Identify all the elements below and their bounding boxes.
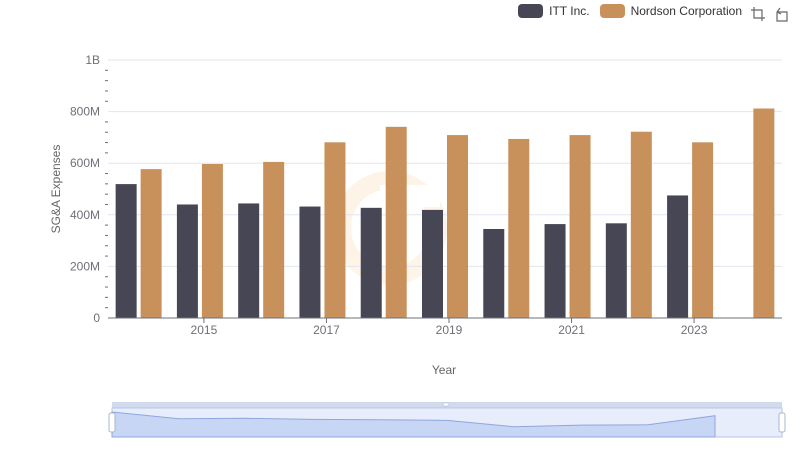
- x-tick-label: 2023: [681, 323, 708, 337]
- bars: [115, 108, 775, 319]
- legend-label-itt: ITT Inc.: [549, 4, 590, 18]
- legend-swatch-nordson: [599, 4, 625, 18]
- x-tick-label: 2015: [191, 323, 218, 337]
- data-zoom-handle-left: [108, 412, 116, 433]
- data-zoom-slider[interactable]: [108, 402, 786, 438]
- bar-itt-2020: [483, 228, 505, 318]
- data-zoom-handle-right: [778, 412, 786, 433]
- bar-nordson-2017: [324, 142, 346, 318]
- bar-nordson-2024: [753, 108, 775, 318]
- zoom-select-icon[interactable]: [750, 6, 766, 22]
- data-zoom-preview: [111, 411, 716, 438]
- bar-itt-2022: [605, 223, 627, 318]
- bar-nordson-2023: [692, 142, 714, 318]
- bar-nordson-2015: [201, 163, 223, 318]
- x-tick-label: 2017: [313, 323, 340, 337]
- restore-icon[interactable]: [774, 6, 790, 22]
- legend-item-itt[interactable]: ITT Inc.: [518, 4, 590, 18]
- x-tick-label: 2019: [436, 323, 463, 337]
- x-axis: 2015 2017 2019 2021 2023: [108, 317, 782, 337]
- x-tick-label: 2021: [558, 323, 585, 337]
- bar-itt-2017: [299, 206, 321, 318]
- toolbox: [750, 6, 790, 22]
- legend-item-nordson[interactable]: Nordson Corporation: [599, 4, 742, 18]
- bar-itt-2015: [176, 204, 198, 318]
- bar-nordson-2016: [263, 161, 285, 318]
- bar-itt-2016: [238, 203, 260, 318]
- y-axis-title: SG&A Expenses: [49, 145, 63, 234]
- legend-swatch-itt: [518, 4, 544, 18]
- data-zoom-grip: [442, 402, 450, 407]
- legend-label-nordson: Nordson Corporation: [630, 4, 742, 18]
- y-tick-label: 800M: [70, 105, 100, 119]
- y-tick-label: 400M: [70, 208, 100, 222]
- y-tick-label: 0: [93, 311, 100, 325]
- bar-nordson-2020: [508, 138, 530, 318]
- y-axis: 0 200M 400M 600M 800M 1B: [70, 53, 108, 325]
- y-tick-label: 200M: [70, 259, 100, 273]
- bar-itt-2014: [115, 184, 137, 318]
- legend: ITT Inc. Nordson Corporation: [518, 4, 742, 18]
- bar-itt-2021: [544, 224, 566, 318]
- bar-nordson-2019: [447, 135, 468, 318]
- y-tick-label: 1B: [85, 53, 100, 67]
- bar-itt-2023: [667, 195, 689, 318]
- bar-nordson-2022: [630, 131, 652, 318]
- bar-nordson-2014: [140, 169, 162, 318]
- bar-nordson-2018: [385, 126, 407, 319]
- y-tick-label: 600M: [70, 156, 100, 170]
- bar-nordson-2021: [569, 135, 591, 318]
- x-axis-title: Year: [432, 363, 456, 377]
- bar-itt-2018: [360, 207, 382, 318]
- bar-itt-2019: [422, 209, 443, 318]
